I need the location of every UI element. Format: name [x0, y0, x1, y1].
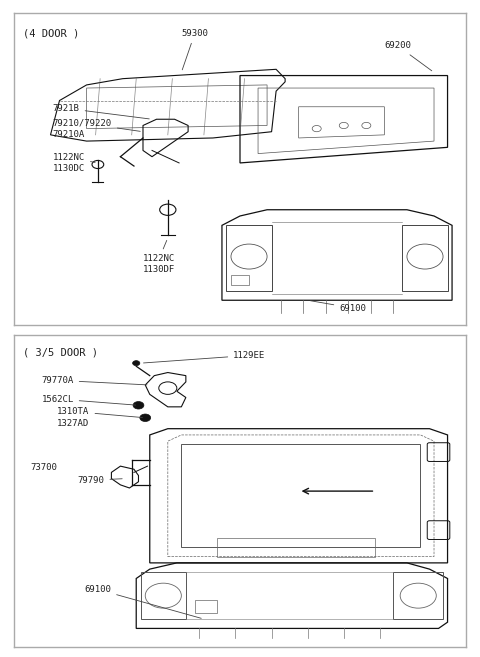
- Circle shape: [133, 401, 144, 409]
- Text: 1130DC: 1130DC: [53, 164, 85, 173]
- Text: 1327AD: 1327AD: [57, 419, 89, 428]
- Bar: [231, 275, 249, 284]
- Text: (4 DOOR ): (4 DOOR ): [24, 29, 80, 39]
- Text: 1562CL: 1562CL: [41, 395, 136, 405]
- Text: 7921B: 7921B: [53, 104, 149, 119]
- Text: 79790: 79790: [78, 476, 122, 485]
- Text: 1310TA: 1310TA: [57, 407, 143, 418]
- Text: 69100: 69100: [311, 301, 366, 313]
- Text: 79210/79220: 79210/79220: [53, 118, 140, 131]
- Text: 59300: 59300: [181, 29, 208, 70]
- Text: 1122NC: 1122NC: [53, 153, 95, 162]
- Circle shape: [132, 361, 140, 366]
- Text: 79210A: 79210A: [53, 129, 85, 139]
- Bar: [195, 600, 217, 613]
- Text: 1130DF: 1130DF: [143, 265, 175, 275]
- Circle shape: [140, 414, 151, 422]
- Text: 1122NC: 1122NC: [143, 240, 175, 263]
- Text: 69100: 69100: [84, 585, 201, 618]
- Text: 1129EE: 1129EE: [144, 351, 265, 363]
- Text: ( 3/5 DOOR ): ( 3/5 DOOR ): [24, 348, 98, 357]
- Text: 69200: 69200: [384, 41, 432, 71]
- Text: 79770A: 79770A: [41, 376, 147, 385]
- Text: 73700: 73700: [30, 463, 57, 472]
